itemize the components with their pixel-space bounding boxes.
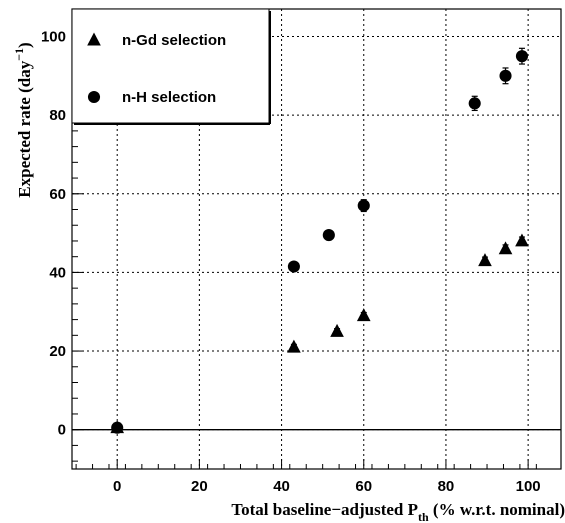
x-tick-labels: 0 20 40 60 80 100	[113, 478, 541, 495]
data-points	[110, 47, 529, 434]
circle-point	[111, 421, 124, 434]
legend-label: n-H selection	[122, 89, 216, 106]
legend: n-Gd selection n-H selection	[71, 8, 271, 125]
circle-point	[322, 229, 335, 242]
x-axis-title: Total baseline−adjusted Pth (% w.r.t. no…	[231, 500, 565, 523]
y-tick-label: 100	[41, 29, 66, 46]
x-tick-label: 80	[438, 478, 455, 495]
circle-point	[468, 97, 481, 110]
y-tick-labels: 0 20 40 60 80 100	[41, 29, 66, 439]
circle-point	[499, 69, 512, 82]
legend-box	[71, 8, 270, 124]
plot-frame	[71, 8, 562, 470]
circle-point	[287, 260, 300, 273]
x-tick-label: 20	[191, 478, 208, 495]
triangle-point	[515, 233, 529, 247]
legend-triangle-marker	[87, 32, 101, 46]
circle-point	[357, 199, 370, 212]
x-tick-label: 40	[273, 478, 290, 495]
y-tick-label: 80	[49, 107, 66, 124]
x-tick-label: 100	[516, 478, 541, 495]
circle-point	[515, 50, 529, 63]
triangle-point	[498, 241, 513, 255]
legend-entries: n-Gd selection n-H selection	[87, 32, 226, 106]
x-tick-label: 0	[113, 478, 121, 495]
y-tick-label: 20	[49, 343, 66, 360]
triangle-point	[330, 323, 344, 337]
y-tick-label: 40	[49, 264, 66, 281]
legend-label: n-Gd selection	[122, 32, 226, 49]
triangle-point	[287, 339, 301, 353]
y-tick-label: 0	[58, 422, 66, 439]
triangle-point	[478, 253, 492, 267]
y-tick-label: 60	[49, 186, 66, 203]
x-tick-label: 60	[355, 478, 372, 495]
y-axis-title: Expected rate (day−1)	[12, 42, 34, 197]
legend-circle-marker	[87, 90, 101, 104]
triangle-point	[356, 308, 371, 322]
